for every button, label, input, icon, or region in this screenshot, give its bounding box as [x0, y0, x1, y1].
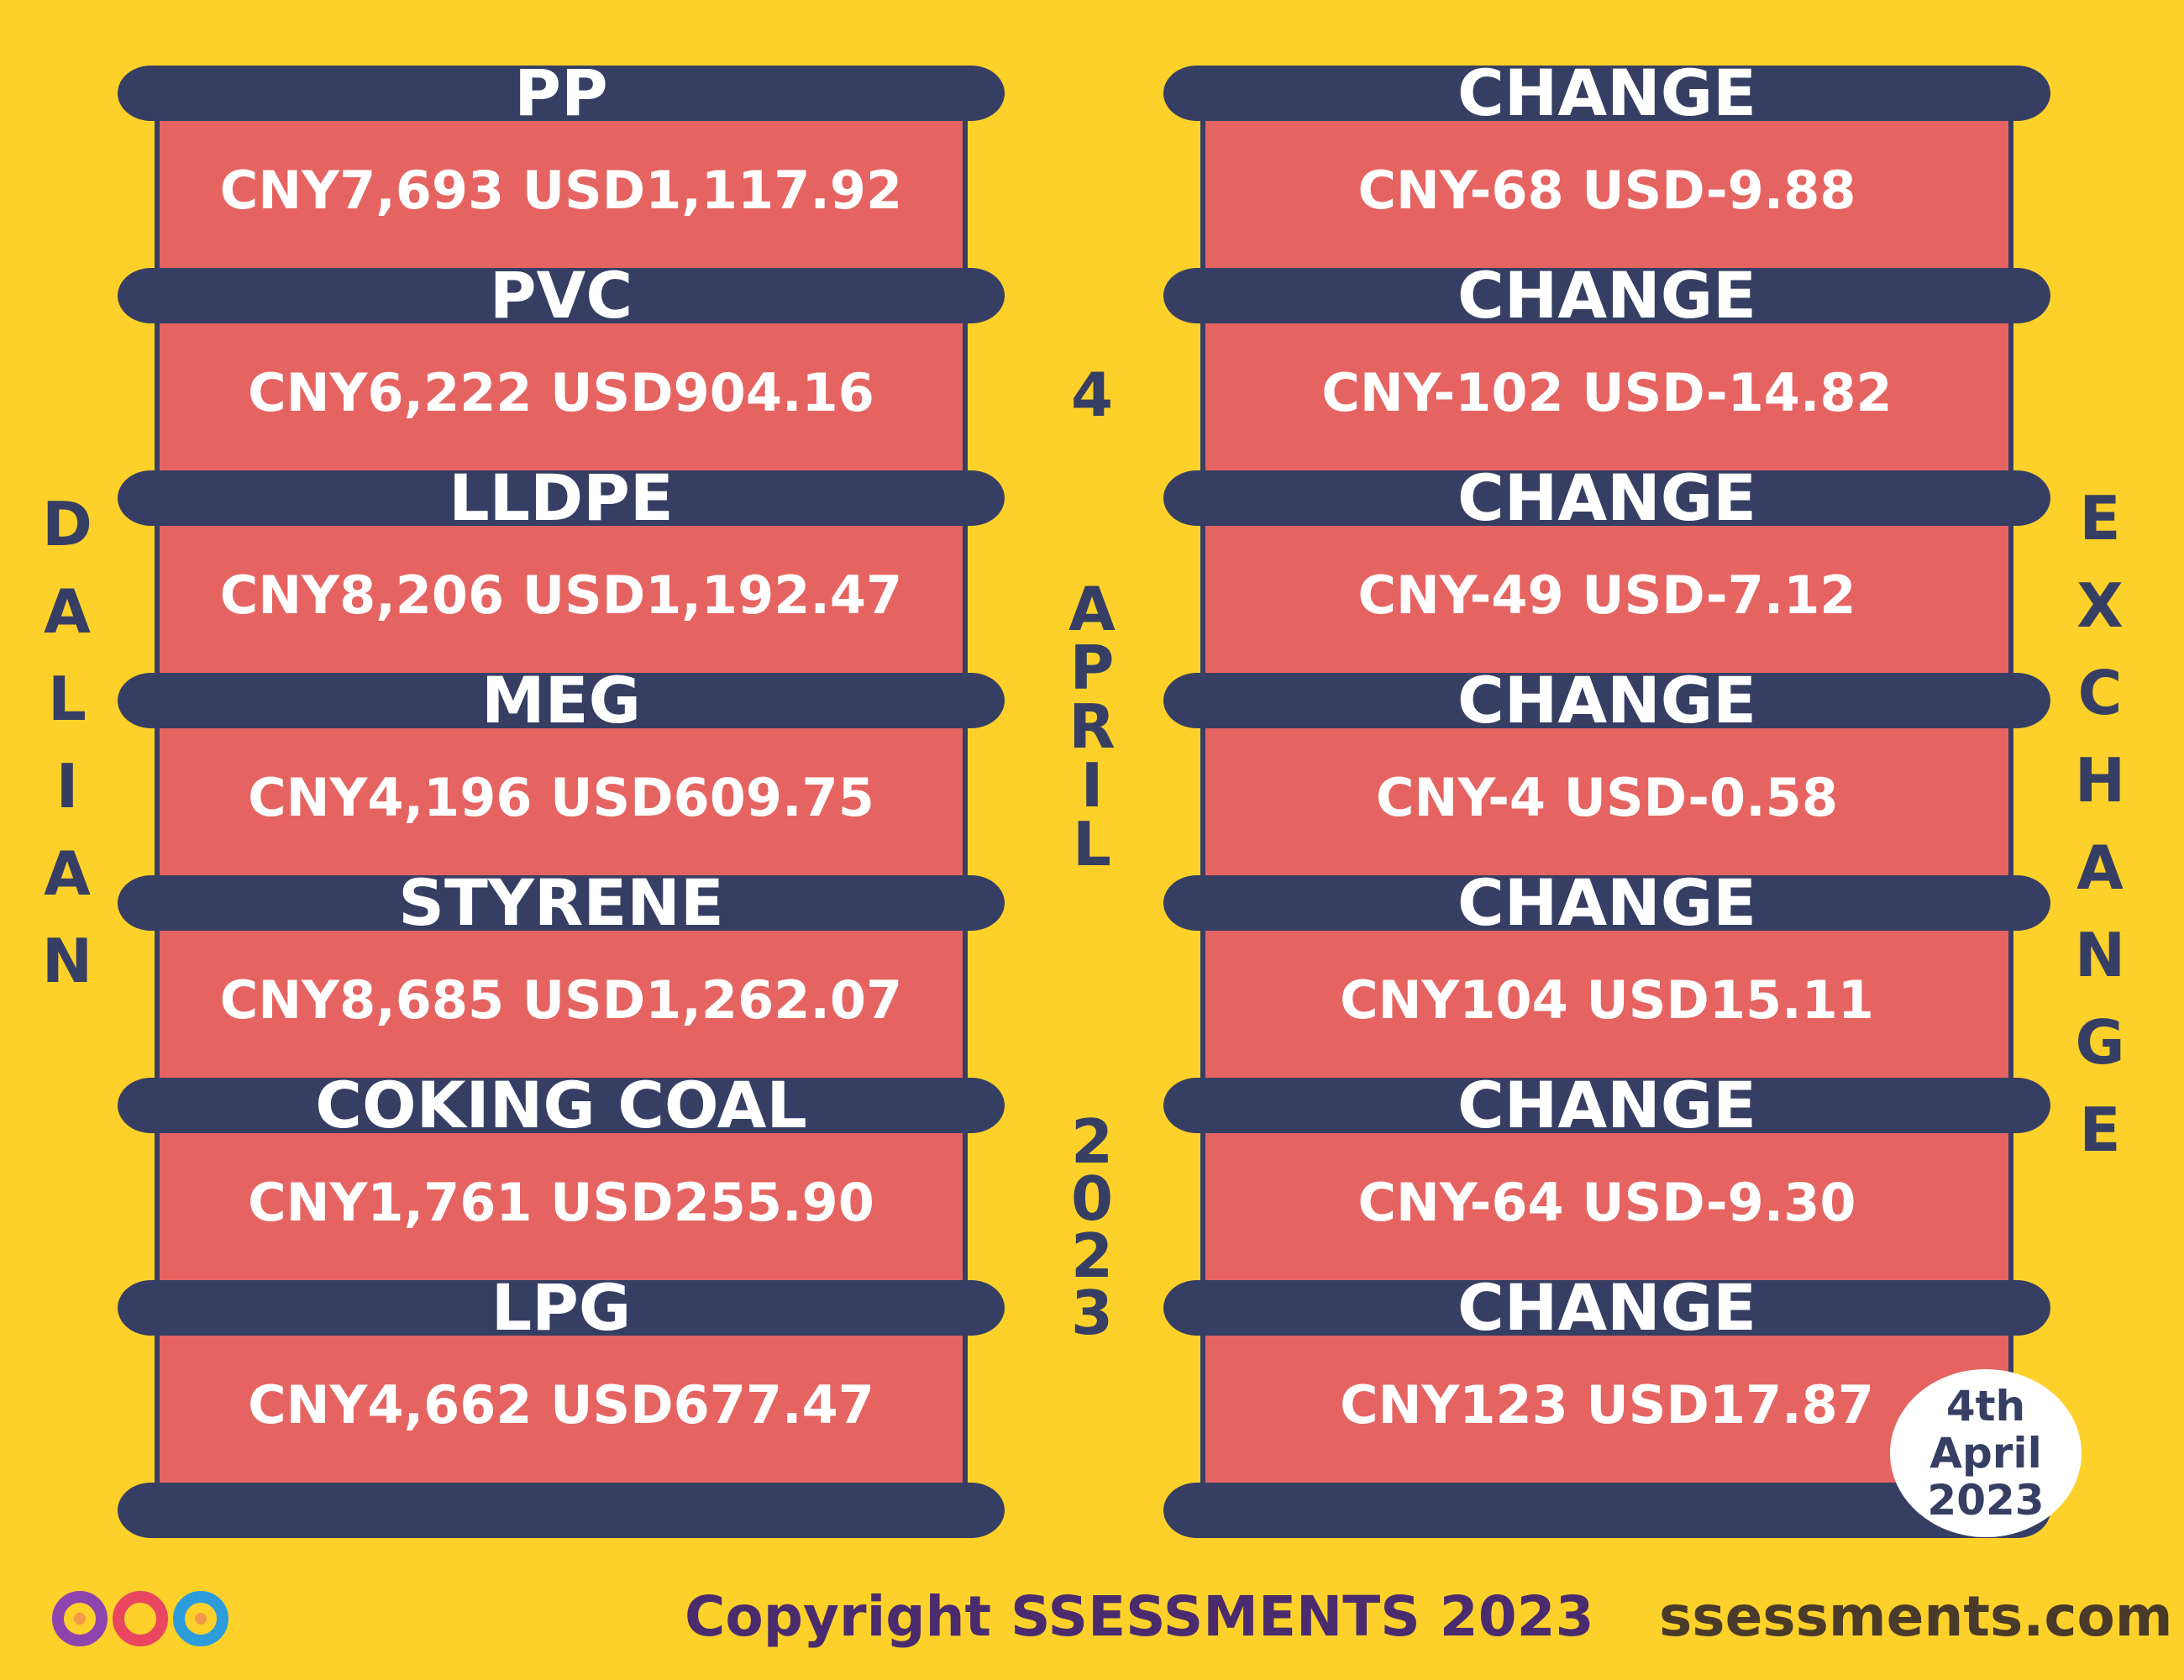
change-panel: [1200, 310, 2013, 486]
price-panel: [155, 1120, 968, 1296]
change-value: CNY-64 USD-9.30: [1357, 1172, 1856, 1233]
change-panel: [1200, 1322, 2013, 1499]
change-heading: CHANGE: [1163, 466, 2050, 530]
infinity-logo-icon: [52, 1591, 228, 1646]
copyright-text: Copyright SSESSMENTS 2023: [685, 1584, 1594, 1649]
price-panel: [155, 715, 968, 891]
commodity-card: PVC CNY6,222 USD904.16: [118, 264, 1005, 486]
change-heading: CHANGE: [1163, 61, 2050, 125]
change-value: CNY-68 USD-9.88: [1357, 160, 1856, 221]
change-card: CHANGE CNY-68 USD-9.88: [1163, 61, 2050, 284]
date-badge-year: 2023: [1927, 1476, 2045, 1525]
commodity-price-column: PP CNY7,693 USD1,117.92 PVC CNY6,222 USD…: [118, 61, 1005, 1538]
price-panel: [155, 108, 968, 284]
commodity-card: COKING COAL CNY1,761 USD255.90: [118, 1074, 1005, 1296]
commodity-price: CNY4,662 USD677.47: [248, 1374, 874, 1436]
commodity-card: MEG CNY4,196 USD609.75: [118, 669, 1005, 891]
commodity-name: PVC: [118, 264, 1005, 328]
commodity-card: PP CNY7,693 USD1,117.92: [118, 61, 1005, 284]
commodity-price: CNY6,222 USD904.16: [248, 362, 874, 423]
website-link[interactable]: ssessments.com: [1659, 1584, 2173, 1649]
commodity-name: COKING COAL: [118, 1074, 1005, 1137]
change-card: CHANGE CNY104 USD15.11: [1163, 871, 2050, 1094]
change-heading: CHANGE: [1163, 669, 2050, 732]
price-panel: [155, 917, 968, 1094]
change-panel: [1200, 917, 2013, 1094]
change-card: CHANGE CNY-49 USD-7.12: [1163, 466, 2050, 689]
commodity-name: LPG: [118, 1276, 1005, 1340]
change-heading: CHANGE: [1163, 1276, 2050, 1340]
price-panel: [155, 310, 968, 486]
change-value: CNY123 USD17.87: [1340, 1374, 1874, 1436]
column-base-bar: [118, 1483, 1005, 1538]
change-panel: [1200, 1120, 2013, 1296]
change-heading: CHANGE: [1163, 264, 2050, 328]
change-heading: CHANGE: [1163, 1074, 2050, 1137]
date-badge: 4th April 2023: [1890, 1369, 2082, 1537]
commodity-price: CNY8,685 USD1,262.07: [219, 969, 903, 1031]
commodity-card: STYRENE CNY8,685 USD1,262.07: [118, 871, 1005, 1094]
change-card: CHANGE CNY-64 USD-9.30: [1163, 1074, 2050, 1296]
commodity-price: CNY7,693 USD1,117.92: [219, 160, 903, 221]
change-value: CNY-4 USD-0.58: [1376, 767, 1838, 828]
date-day: 4: [1070, 360, 1114, 430]
date-badge-month: April: [1929, 1429, 2042, 1478]
change-card: CHANGE CNY123 USD17.87: [1163, 1276, 2050, 1499]
change-panel: [1200, 108, 2013, 284]
change-heading: CHANGE: [1163, 871, 2050, 935]
commodity-price: CNY1,761 USD255.90: [248, 1172, 874, 1233]
commodity-card: LPG CNY4,662 USD677.47: [118, 1276, 1005, 1499]
change-column: CHANGE CNY-68 USD-9.88 CHANGE CNY-102 US…: [1163, 61, 2050, 1538]
change-card: CHANGE CNY-102 USD-14.82: [1163, 264, 2050, 486]
change-value: CNY-49 USD-7.12: [1357, 564, 1856, 626]
change-card: CHANGE CNY-4 USD-0.58: [1163, 669, 2050, 891]
commodity-price: CNY8,206 USD1,192.47: [219, 564, 903, 626]
change-value: CNY104 USD15.11: [1340, 969, 1874, 1031]
change-value: CNY-102 USD-14.82: [1321, 362, 1893, 423]
change-panel: [1200, 715, 2013, 891]
commodity-card: LLDPE CNY8,206 USD1,192.47: [118, 466, 1005, 689]
price-panel: [155, 512, 968, 689]
commodity-name: STYRENE: [118, 871, 1005, 935]
price-panel: [155, 1322, 968, 1499]
date-badge-day: 4th: [1945, 1382, 2026, 1431]
commodity-name: LLDPE: [118, 466, 1005, 530]
commodity-name: PP: [118, 61, 1005, 125]
commodity-price: CNY4,196 USD609.75: [248, 767, 874, 828]
commodity-name: MEG: [118, 669, 1005, 732]
change-panel: [1200, 512, 2013, 689]
